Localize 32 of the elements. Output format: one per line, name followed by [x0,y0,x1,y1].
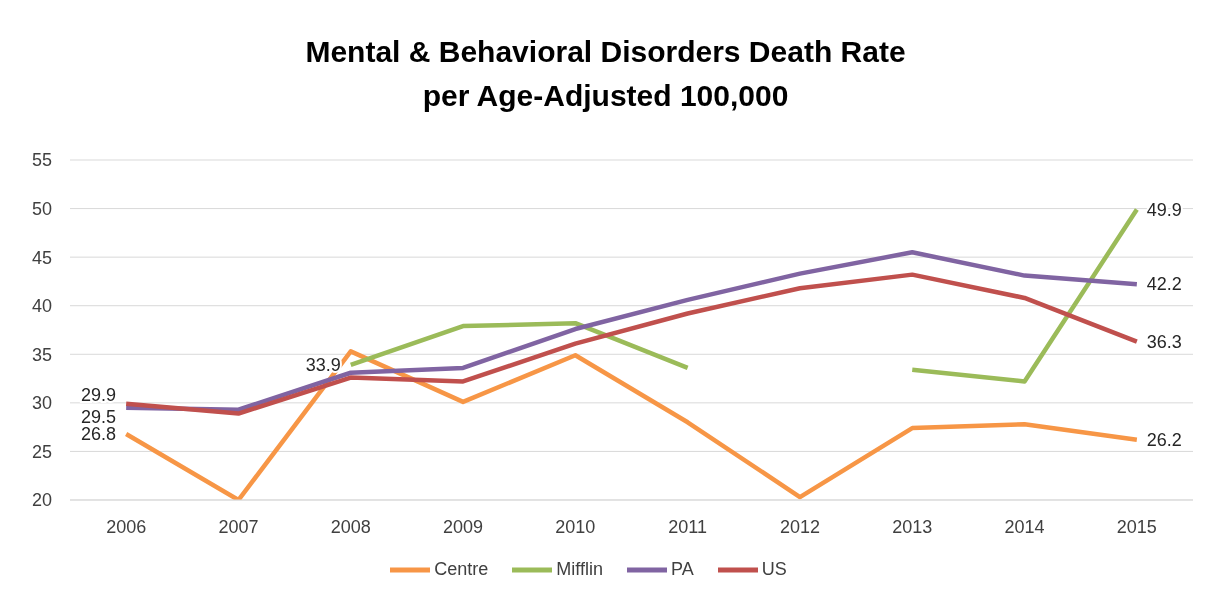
y-tick-label: 25 [31,441,53,462]
x-tick-label: 2013 [892,516,933,537]
line-series [123,272,1140,416]
legend-label: US [761,558,787,579]
x-tick-label: 2015 [1116,516,1157,537]
x-tick-label: 2009 [443,516,484,537]
y-tick-label: 55 [31,150,53,171]
y-tick-label: 35 [31,344,53,365]
x-tick-label: 2007 [218,516,259,537]
data-label: 49.9 [1146,199,1182,220]
data-label: 29.9 [81,384,117,405]
x-tick-label: 2008 [330,516,371,537]
y-tick-label: 30 [31,393,53,414]
legend-label: Centre [434,558,489,579]
legend-label: PA [671,558,694,579]
y-tick-label: 40 [31,296,53,317]
y-tick-label: 50 [31,198,53,219]
x-tick-label: 2010 [555,516,596,537]
line-series [123,349,1140,500]
x-tick-label: 2006 [106,516,147,537]
x-tick-label: 2011 [668,516,708,537]
chart-title: Mental & Behavioral Disorders Death Rate per Age-Adjusted 100,000 [304,34,907,114]
data-label: 42.2 [1146,274,1182,295]
legend-label: Mifflin [556,558,603,579]
data-label: 33.9 [305,354,341,375]
data-label: 26.2 [1146,429,1182,450]
x-tick-label: 2014 [1004,516,1045,537]
data-label: 36.3 [1146,331,1182,352]
y-tick-label: 20 [31,490,53,511]
x-tick-label: 2012 [779,516,820,537]
line-series [123,250,1140,412]
y-tick-label: 45 [31,247,53,268]
